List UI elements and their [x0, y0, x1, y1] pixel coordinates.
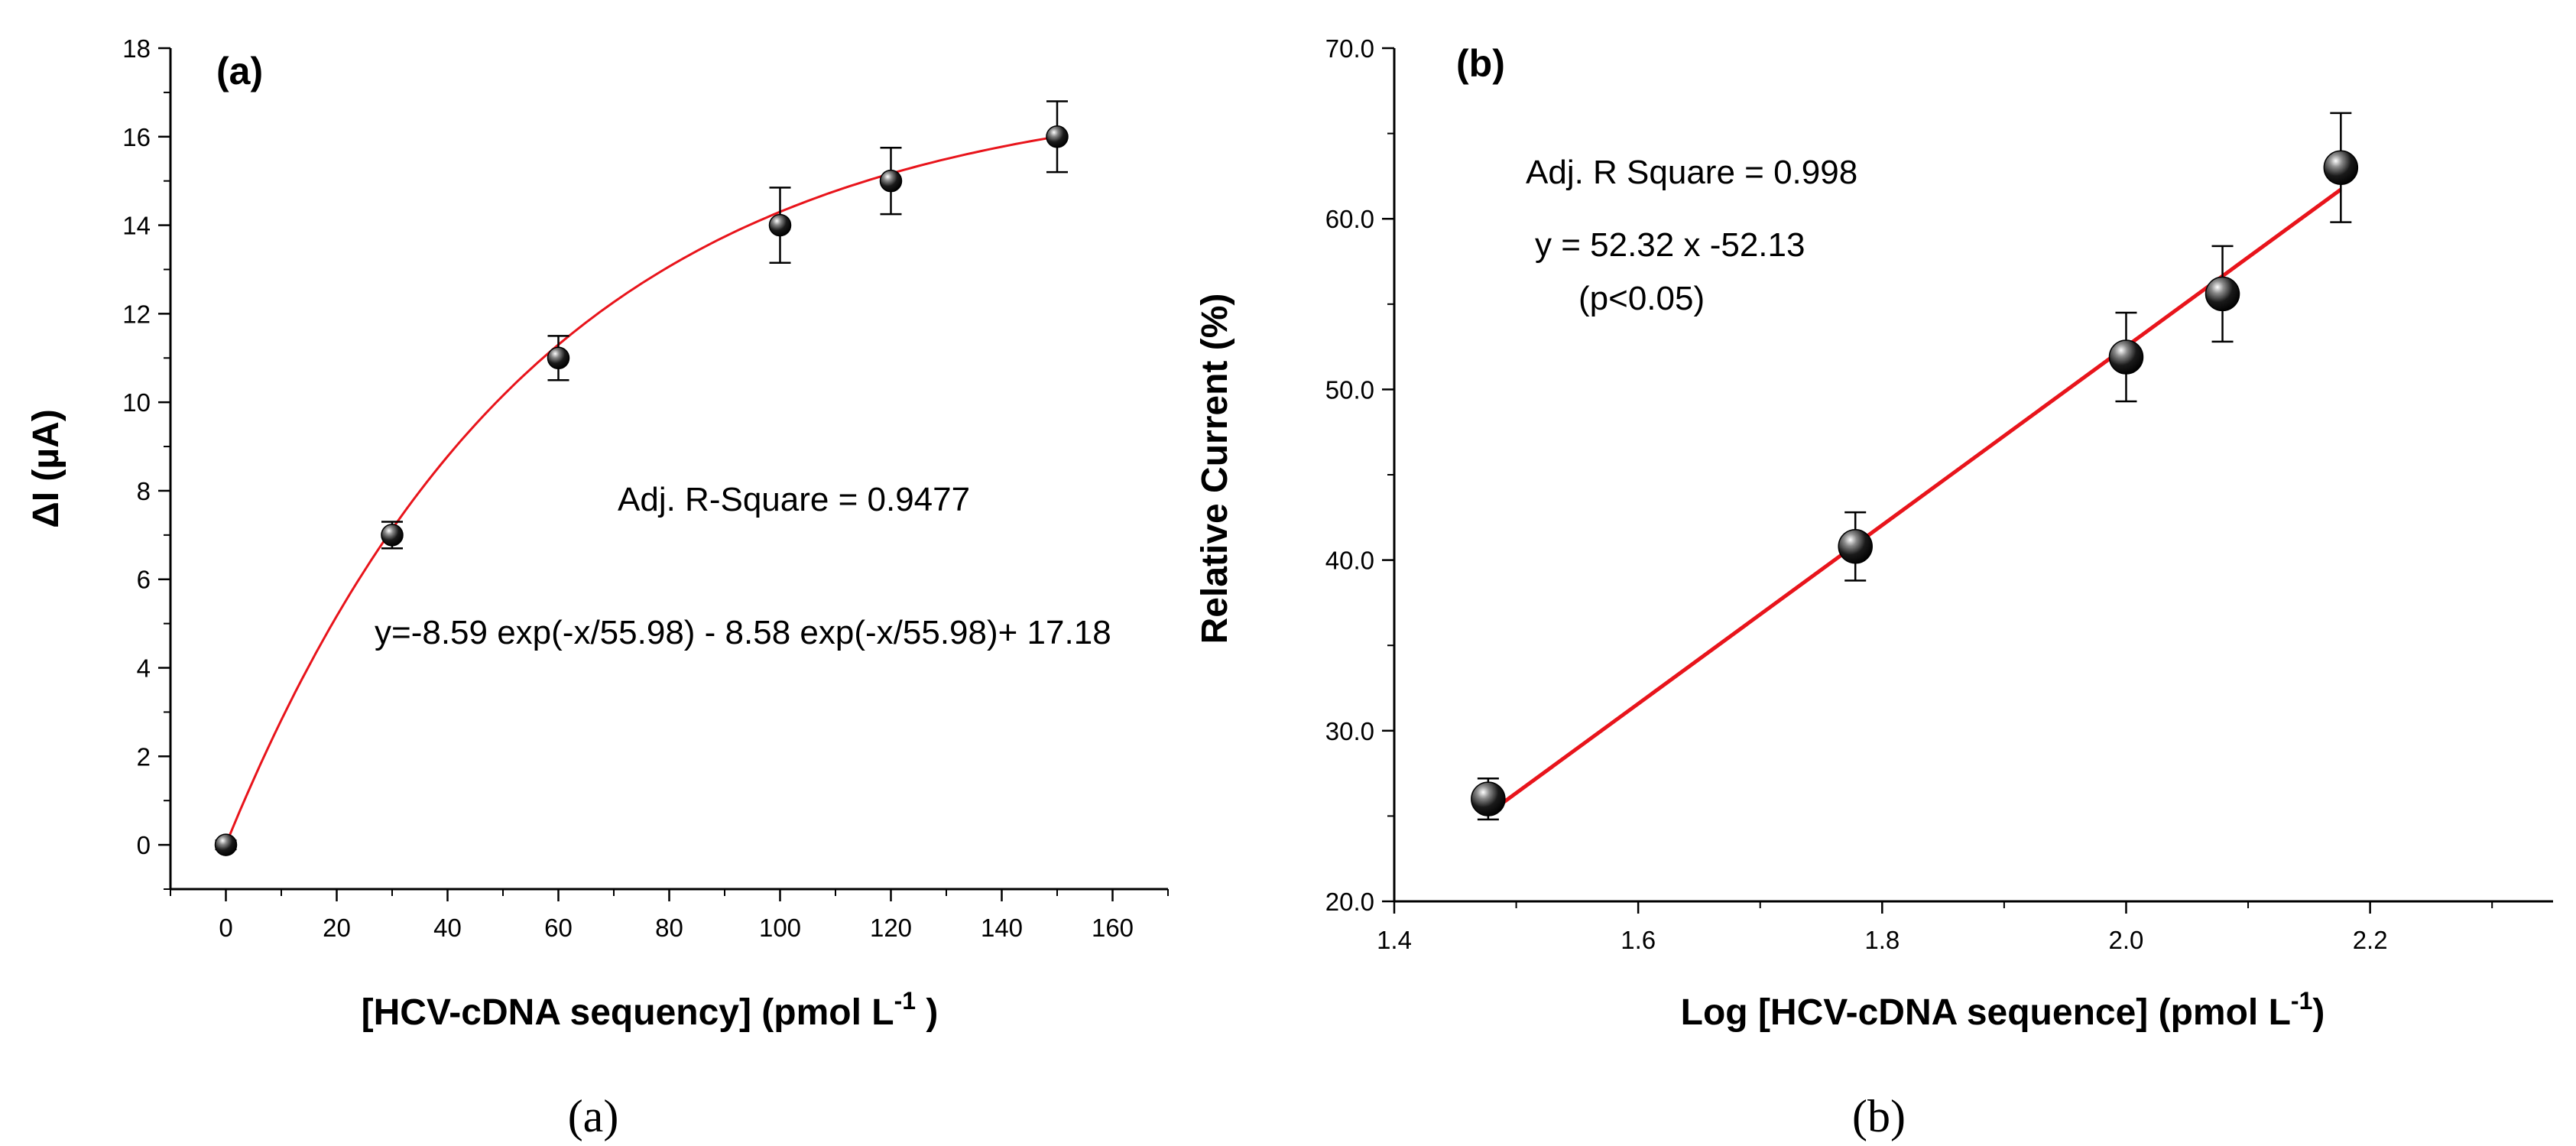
x-tick-label: 100: [759, 914, 801, 942]
data-point: [1838, 528, 1873, 564]
x-tick-label: 2.2: [2353, 926, 2388, 954]
axis-ticks: 1.4 1.6 1.8 2.0 2.2 20.0 30.0 40.0 50.0 60.0 70.0: [1325, 34, 2493, 954]
data-point: [214, 833, 238, 856]
x-axis-label-a-sup: -1: [894, 987, 916, 1015]
x-axis-label-b: Log [HCV-cDNA sequence] (pmol L-1): [1681, 987, 2325, 1033]
panel-label-a: (a): [216, 50, 263, 93]
x-axis-label-a-main: [HCV-cDNA sequency] (pmol L: [362, 992, 894, 1033]
x-tick-label: 60: [544, 914, 573, 942]
panel-label-b: (b): [1456, 42, 1505, 85]
data-point: [2205, 276, 2240, 312]
fit-line-group: [1487, 187, 2342, 816]
y-tick-label: 20.0: [1325, 888, 1374, 916]
y-axis-label-a: ΔI (µA): [26, 409, 67, 528]
fit-line: [1487, 187, 2342, 816]
y-tick-label: 60.0: [1325, 205, 1374, 233]
r-square-annotation-a: Adj. R-Square = 0.9477: [618, 481, 970, 518]
data-point: [879, 169, 903, 193]
x-tick-label: 20: [323, 914, 351, 942]
x-tick-label: 80: [655, 914, 683, 942]
x-axis-label-b-main: Log [HCV-cDNA sequence] (pmol L: [1681, 992, 2291, 1033]
data-points-group: [214, 100, 1069, 856]
chart-panel-a: 0 20 40 60 80 100 120 140 160 0 2 4 6 8 10 12 14 16 18 (a)…: [26, 34, 1169, 1141]
fit-equation-annotation-a: y=-8.59 exp(-x/55.98) - 8.58 exp(-x/55.9…: [375, 614, 1111, 651]
x-axis-label-a-tail: ): [916, 992, 938, 1033]
x-tick-label: 1.8: [1864, 926, 1900, 954]
data-point: [1046, 125, 1069, 148]
x-tick-label: 1.6: [1621, 926, 1656, 954]
fit-curve: [225, 135, 1058, 846]
x-tick-label: 120: [870, 914, 912, 942]
x-axis-label-b-sup: -1: [2291, 987, 2312, 1015]
data-point: [2108, 339, 2144, 375]
caption-a: (a): [568, 1091, 619, 1141]
x-tick-label: 160: [1092, 914, 1134, 942]
y-tick-label: 0: [137, 831, 151, 859]
p-value-annotation-b: (p<0.05): [1578, 280, 1705, 317]
y-tick-label: 6: [137, 566, 151, 594]
y-tick-label: 12: [122, 300, 151, 328]
x-tick-label: 40: [433, 914, 462, 942]
y-tick-label: 16: [122, 123, 151, 151]
caption-b: (b): [1852, 1091, 1906, 1141]
y-tick-label: 50.0: [1325, 375, 1374, 404]
y-tick-label: 14: [122, 212, 151, 240]
data-point: [381, 524, 404, 547]
y-tick-label: 70.0: [1325, 34, 1374, 63]
y-axis-label-b: Relative Current (%): [1195, 294, 1235, 644]
fit-curve-group: [225, 135, 1058, 846]
y-tick-label: 18: [122, 34, 151, 63]
fit-equation-annotation-b: y = 52.32 x -52.13: [1535, 226, 1805, 264]
x-tick-label: 140: [981, 914, 1023, 942]
data-point: [2323, 150, 2359, 185]
y-tick-label: 40.0: [1325, 547, 1374, 575]
data-point: [547, 346, 570, 370]
data-point: [1471, 781, 1506, 816]
y-tick-label: 4: [137, 654, 151, 683]
r-square-annotation-b: Adj. R Square = 0.998: [1526, 154, 1857, 191]
data-points-group: [1471, 112, 2359, 821]
x-tick-label: 1.4: [1377, 926, 1412, 954]
x-tick-label: 2.0: [2109, 926, 2144, 954]
y-tick-label: 8: [137, 477, 151, 505]
axis-ticks: 0 20 40 60 80 100 120 140 160 0 2 4 6 8 10 12 14 16 18: [122, 34, 1169, 942]
chart-panel-b: 1.4 1.6 1.8 2.0 2.220.030.040.050.060.070.0 …: [1195, 34, 2553, 1141]
y-tick-label: 30.0: [1325, 717, 1374, 745]
y-tick-label: 10: [122, 388, 151, 417]
x-axis-label-b-tail: ): [2312, 992, 2325, 1033]
x-tick-label: 0: [219, 914, 232, 942]
data-point: [768, 213, 792, 237]
y-tick-label: 2: [137, 742, 151, 771]
x-axis-label-a: [HCV-cDNA sequency] (pmol L-1 ): [362, 987, 939, 1033]
